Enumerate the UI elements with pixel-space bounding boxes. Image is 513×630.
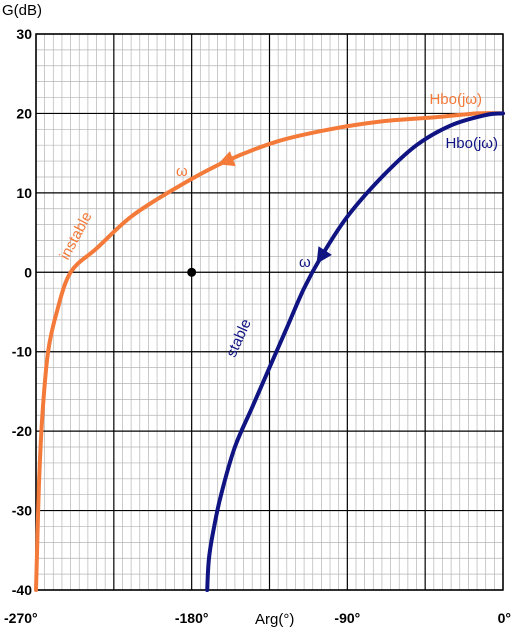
x-tick-label: 0° [498,610,511,626]
direction-arrow-1 [217,151,236,167]
series-label-2: Hbo(jω) [445,135,498,152]
x-tick-label: -180° [175,610,209,626]
x-axis-title: Arg(°) [255,611,294,628]
y-tick-label: 30 [16,26,32,42]
y-axis-title: G(dB) [2,2,42,19]
x-tick-labels: -270° -180° -90° 0° [4,610,511,626]
series-line-1 [34,111,505,592]
omega-label-1: ω [176,163,188,180]
y-tick-label: -10 [12,344,32,360]
y-tick-label: -30 [12,503,32,519]
series-line-2 [205,111,505,592]
y-tick-label: -20 [12,423,32,439]
y-tick-label: 20 [16,105,32,121]
series-label-1: Hbo(jω) [429,91,482,108]
y-tick-label: 0 [24,264,32,280]
y-tick-labels: -40 -30 -20 -10 0 10 20 30 [12,26,32,598]
plot-frame [35,33,504,591]
omega-label-2: ω [299,254,311,271]
critical-point [187,267,197,277]
x-tick-label: -90° [334,610,360,626]
y-tick-label: 10 [16,185,32,201]
x-tick-label: -270° [4,610,38,626]
y-tick-label: -40 [12,582,32,598]
stability-label-2: stable [223,316,255,359]
direction-arrow-2 [316,246,332,264]
